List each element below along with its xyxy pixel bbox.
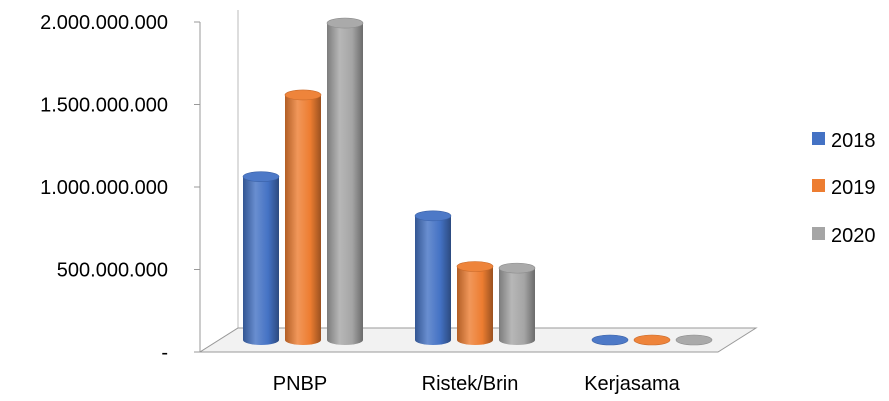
- legend-item-2019: 2019: [812, 177, 876, 199]
- legend: 2018 2019 2020: [812, 130, 876, 247]
- category-labels: PNBP Ristek/Brin Kerjasama: [273, 373, 681, 395]
- legend-label: 2019: [831, 177, 876, 199]
- y-tick-label: -: [161, 342, 168, 364]
- legend-label: 2020: [831, 225, 876, 247]
- x-tick-label: PNBP: [273, 373, 327, 395]
- y-tick-label: 500.000.000: [57, 260, 168, 282]
- legend-item-2020: 2020: [812, 225, 876, 247]
- axes: [194, 10, 239, 353]
- bar-pnbp-2019: [284, 89, 322, 345]
- y-tick-label: 1.500.000.000: [40, 95, 168, 117]
- bar-ristek-brin-2018: [414, 210, 452, 345]
- bar-ristek-brin-2020: [498, 262, 536, 345]
- legend-swatch: [812, 227, 825, 240]
- bar-kerjasama-2019: [633, 334, 671, 346]
- y-tick-label: 2.000.000.000: [40, 12, 168, 34]
- bar-kerjasama-2018: [591, 334, 629, 346]
- x-tick-label: Kerjasama: [584, 373, 680, 395]
- legend-label: 2018: [831, 130, 876, 152]
- bar-pnbp-2018: [242, 171, 280, 345]
- x-tick-label: Ristek/Brin: [422, 373, 519, 395]
- y-tick-label: 1.000.000.000: [40, 177, 168, 199]
- bar-ristek-brin-2019: [456, 261, 494, 345]
- bar-pnbp-2020: [326, 17, 364, 345]
- legend-item-2018: 2018: [812, 130, 876, 152]
- bar-kerjasama-2020: [675, 334, 713, 346]
- legend-swatch: [812, 132, 825, 145]
- bars: [242, 17, 713, 346]
- legend-swatch: [812, 179, 825, 192]
- y-tick-labels: - 500.000.000 1.000.000.000 1.500.000.000 2.…: [40, 12, 168, 364]
